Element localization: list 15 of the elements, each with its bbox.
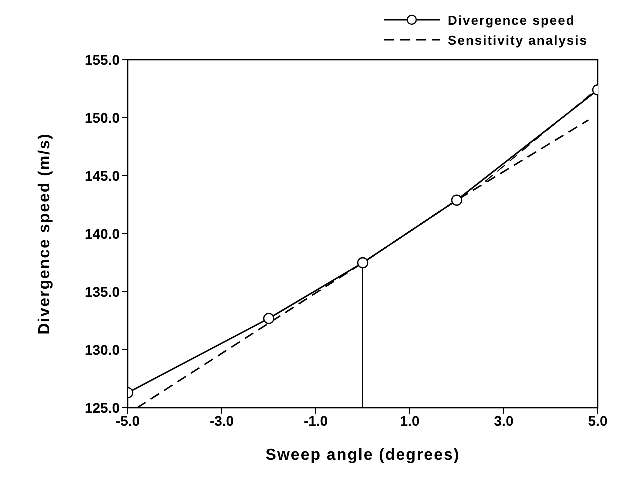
x-tick-label: -1.0 (304, 412, 328, 429)
x-tick-label: 5.0 (588, 412, 608, 429)
y-tick-label: 145.0 (84, 168, 120, 184)
x-tick-label: 1.0 (400, 412, 420, 429)
y-tick-label: 135.0 (84, 284, 120, 300)
x-tick-label: 3.0 (494, 412, 514, 429)
x-tick-label: -3.0 (210, 412, 234, 429)
legend-label: Sensitivity analysis (448, 32, 588, 48)
y-tick-label: 140.0 (84, 226, 120, 242)
y-tick-label: 150.0 (84, 110, 120, 126)
legend-label: Divergence speed (448, 12, 576, 28)
x-axis-title: Sweep angle (degrees) (266, 447, 460, 464)
y-tick-label: 155.0 (84, 52, 120, 68)
y-tick-label: 130.0 (84, 342, 120, 358)
y-axis-title: Divergence speed (m/s) (36, 133, 54, 335)
